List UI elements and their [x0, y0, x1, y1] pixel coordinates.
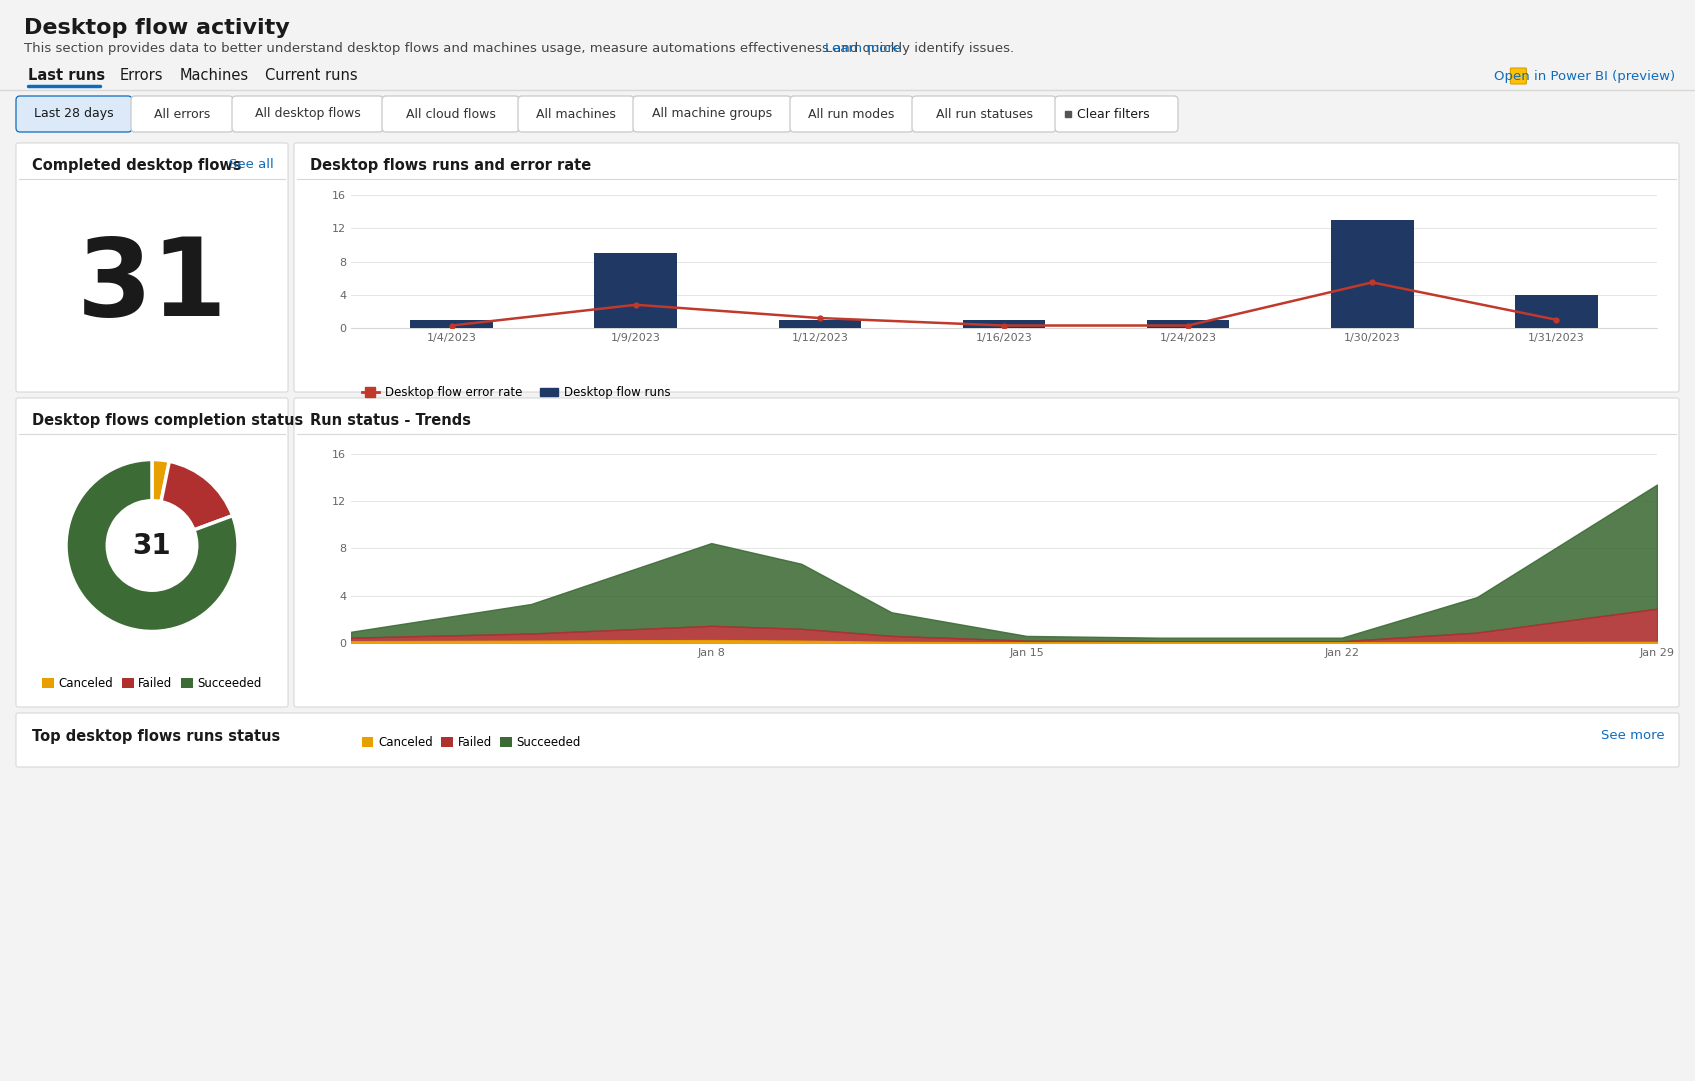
Text: Last 28 days: Last 28 days: [34, 107, 114, 120]
Text: See all: See all: [229, 158, 275, 171]
Text: Desktop flow activity: Desktop flow activity: [24, 18, 290, 38]
Text: See more: See more: [1602, 729, 1664, 742]
Text: 31: 31: [132, 532, 171, 560]
Text: 31: 31: [76, 232, 227, 338]
Text: Machines: Machines: [180, 68, 249, 83]
Text: This section provides data to better understand desktop flows and machines usage: This section provides data to better und…: [24, 42, 1022, 55]
FancyBboxPatch shape: [1054, 96, 1178, 132]
Wedge shape: [153, 459, 170, 502]
Text: Desktop flows completion status: Desktop flows completion status: [32, 413, 303, 428]
Text: Run status - Trends: Run status - Trends: [310, 413, 471, 428]
Text: Learn more: Learn more: [825, 42, 902, 55]
FancyBboxPatch shape: [912, 96, 1056, 132]
FancyBboxPatch shape: [790, 96, 914, 132]
Legend: Desktop flow error rate, Desktop flow runs: Desktop flow error rate, Desktop flow ru…: [358, 382, 675, 404]
Text: All machine groups: All machine groups: [653, 107, 771, 120]
FancyBboxPatch shape: [293, 143, 1680, 392]
Bar: [595, 253, 678, 328]
Wedge shape: [66, 459, 237, 631]
FancyBboxPatch shape: [381, 96, 519, 132]
Bar: [1515, 295, 1598, 328]
Text: All desktop flows: All desktop flows: [254, 107, 361, 120]
Bar: [410, 320, 493, 328]
FancyBboxPatch shape: [131, 96, 232, 132]
Wedge shape: [161, 462, 232, 530]
Legend: Canceled, Failed, Succeeded: Canceled, Failed, Succeeded: [37, 672, 266, 694]
Bar: [1146, 320, 1229, 328]
FancyBboxPatch shape: [519, 96, 634, 132]
FancyBboxPatch shape: [293, 398, 1680, 707]
FancyBboxPatch shape: [15, 96, 132, 132]
Text: All machines: All machines: [536, 107, 615, 120]
Bar: [963, 320, 1046, 328]
Text: All errors: All errors: [154, 107, 210, 120]
Text: All cloud flows: All cloud flows: [405, 107, 495, 120]
Text: Completed desktop flows: Completed desktop flows: [32, 158, 242, 173]
Text: Errors: Errors: [120, 68, 163, 83]
Legend: Canceled, Failed, Succeeded: Canceled, Failed, Succeeded: [358, 731, 586, 753]
FancyBboxPatch shape: [1510, 68, 1527, 84]
Text: Open in Power BI (preview): Open in Power BI (preview): [1493, 70, 1675, 83]
Text: Desktop flows runs and error rate: Desktop flows runs and error rate: [310, 158, 592, 173]
FancyBboxPatch shape: [632, 96, 792, 132]
Text: Current runs: Current runs: [264, 68, 358, 83]
Text: Clear filters: Clear filters: [1076, 107, 1149, 120]
Text: Last runs: Last runs: [29, 68, 105, 83]
FancyBboxPatch shape: [15, 398, 288, 707]
Bar: [778, 320, 861, 328]
Text: All run statuses: All run statuses: [936, 107, 1032, 120]
FancyBboxPatch shape: [232, 96, 383, 132]
FancyBboxPatch shape: [15, 713, 1680, 768]
FancyBboxPatch shape: [15, 143, 288, 392]
Text: Top desktop flows runs status: Top desktop flows runs status: [32, 729, 280, 744]
Text: All run modes: All run modes: [809, 107, 895, 120]
Bar: [1331, 221, 1414, 328]
